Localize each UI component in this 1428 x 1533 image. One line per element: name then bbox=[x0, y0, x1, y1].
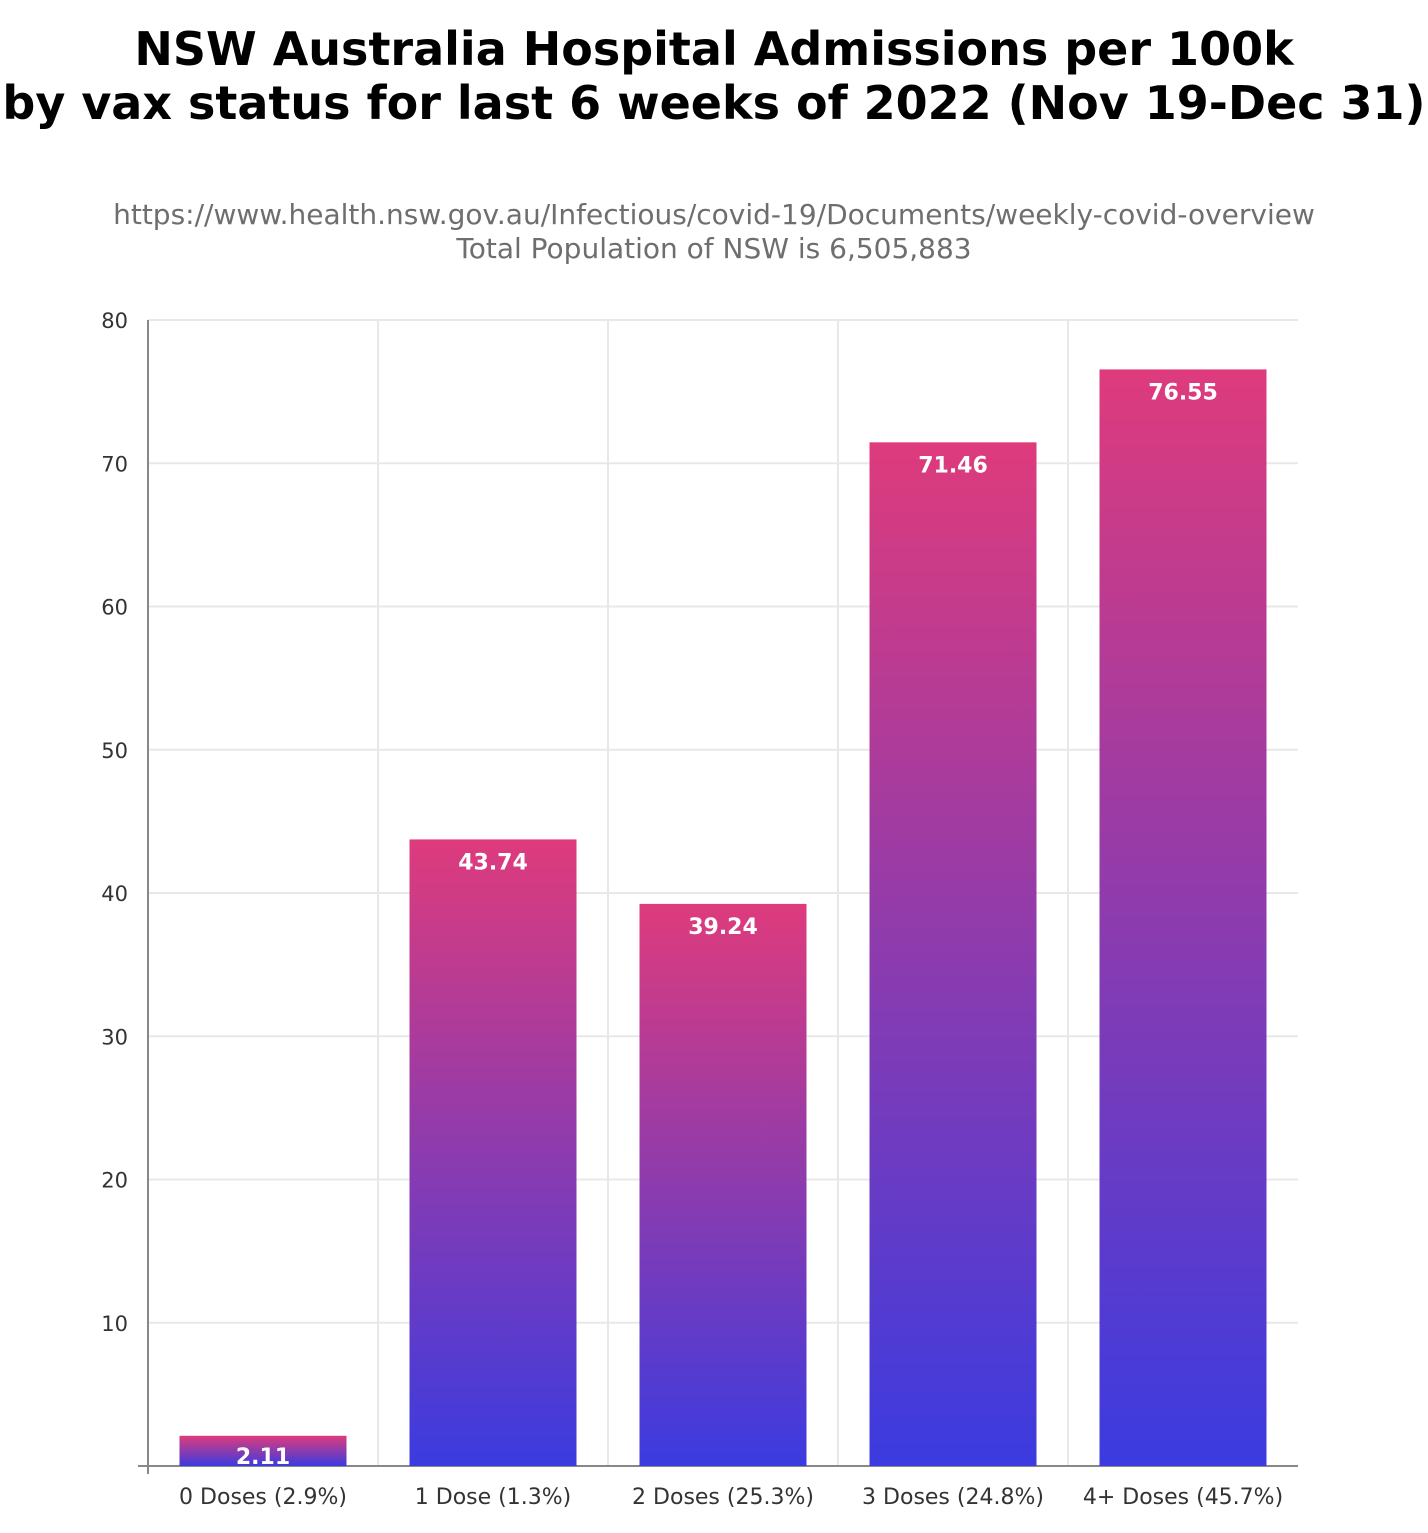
chart-title-line-2: by vax status for last 6 weeks of 2022 (… bbox=[2, 76, 1426, 130]
y-tick-label: 60 bbox=[101, 596, 128, 620]
x-tick-label: 1 Dose (1.3%) bbox=[415, 1485, 571, 1510]
bar bbox=[869, 442, 1037, 1466]
bar-value-label: 76.55 bbox=[1148, 380, 1218, 405]
bar bbox=[409, 839, 577, 1466]
bar-value-label: 39.24 bbox=[688, 915, 758, 940]
population-note: Total Population of NSW is 6,505,883 bbox=[456, 232, 972, 265]
bars bbox=[179, 369, 1267, 1466]
bar-value-label: 71.46 bbox=[918, 453, 988, 478]
y-tick-label: 70 bbox=[101, 452, 128, 476]
chart-title: NSW Australia Hospital Admissions per 10… bbox=[0, 22, 1428, 130]
chart-subtitle: https://www.health.nsw.gov.au/Infectious… bbox=[0, 198, 1428, 266]
bar-value-label: 43.74 bbox=[458, 850, 528, 875]
x-tick-label: 2 Doses (25.3%) bbox=[632, 1485, 814, 1510]
x-tick-label: 0 Doses (2.9%) bbox=[179, 1485, 347, 1510]
bar-value-label: 2.11 bbox=[236, 1445, 290, 1470]
y-tick-label: 10 bbox=[101, 1312, 128, 1336]
y-tick-label: 80 bbox=[101, 309, 128, 333]
x-tick-label: 4+ Doses (45.7%) bbox=[1083, 1485, 1283, 1510]
source-url: https://www.health.nsw.gov.au/Infectious… bbox=[113, 198, 1315, 231]
bar bbox=[639, 903, 807, 1466]
bar bbox=[1099, 369, 1267, 1466]
labels: 10 20 30 40 50 60 70 80 2.11 0 Doses (2.9%) 43.74 1… bbox=[101, 309, 1283, 1510]
y-tick-label: 40 bbox=[101, 882, 128, 906]
y-tick-label: 30 bbox=[101, 1025, 128, 1049]
chart-title-line-1: NSW Australia Hospital Admissions per 10… bbox=[134, 22, 1294, 76]
x-tick-label: 3 Doses (24.8%) bbox=[862, 1485, 1044, 1510]
bar bbox=[179, 1435, 347, 1466]
y-tick-label: 20 bbox=[101, 1169, 128, 1193]
y-tick-label: 50 bbox=[101, 739, 128, 763]
